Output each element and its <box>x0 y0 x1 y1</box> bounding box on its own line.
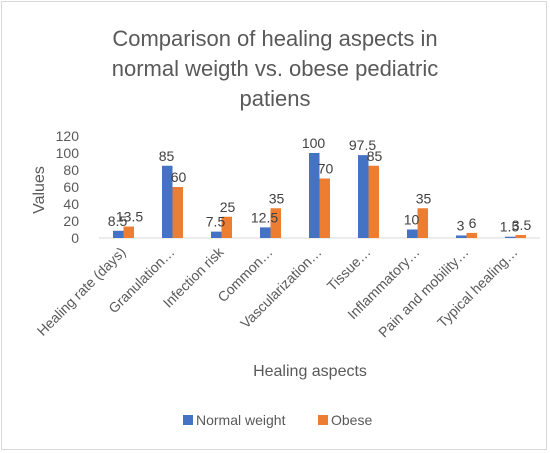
x-axis-ticks: Healing rate (days)Granulation…Infection… <box>34 243 521 340</box>
bar-obese <box>466 232 477 238</box>
data-label: 3.5 <box>512 217 532 233</box>
bar-obese <box>368 165 379 238</box>
data-label: 8.5 <box>108 213 128 229</box>
y-tick-label: 0 <box>71 230 79 246</box>
bar-normal-weight <box>407 229 418 238</box>
chart-title-line-2: normal weigth vs. obese pediatric <box>112 56 439 81</box>
y-axis-label: Values <box>31 166 48 214</box>
bars <box>113 153 526 238</box>
legend-label: Obese <box>331 412 372 428</box>
bar-normal-weight <box>162 165 173 238</box>
chart-title-line-3: patiens <box>240 86 311 111</box>
data-label: 7.5 <box>206 214 226 230</box>
legend-swatch <box>183 415 193 425</box>
chart-title-line-1: Comparison of healing aspects in <box>112 26 437 51</box>
bar-normal-weight <box>505 236 516 238</box>
y-tick-label: 20 <box>63 213 79 229</box>
data-label: 3 <box>457 217 465 233</box>
bar-obese <box>123 226 134 238</box>
bar-obese <box>515 235 526 238</box>
data-label: 85 <box>159 148 175 164</box>
chart-title: Comparison of healing aspects in normal … <box>112 26 439 111</box>
y-tick-label: 40 <box>63 196 79 212</box>
x-tick-label: Pain and mobility… <box>375 244 472 341</box>
bar-normal-weight <box>113 230 124 238</box>
bar-obese <box>319 178 330 238</box>
data-label: 60 <box>171 169 187 185</box>
legend: Normal weight Obese <box>183 412 372 428</box>
y-tick-label: 120 <box>56 128 80 144</box>
legend-swatch <box>318 415 328 425</box>
bar-obese <box>417 208 428 238</box>
data-label: 70 <box>318 161 334 177</box>
y-tick-label: 100 <box>56 145 80 161</box>
legend-label: Normal weight <box>196 412 286 428</box>
data-label: 25 <box>220 199 236 215</box>
y-tick-label: 60 <box>63 179 79 195</box>
data-label: 6 <box>469 215 477 231</box>
bar-obese <box>221 216 232 238</box>
data-label: 12.5 <box>251 209 278 225</box>
y-tick-label: 80 <box>63 162 79 178</box>
data-label: 35 <box>416 190 432 206</box>
x-tick-label: Healing rate (days) <box>34 244 129 339</box>
bar-normal-weight <box>211 231 222 238</box>
bar-obese <box>172 187 183 238</box>
bar-normal-weight <box>260 227 271 238</box>
data-label: 35 <box>269 190 285 206</box>
bar-normal-weight <box>456 235 467 238</box>
data-label: 97.5 <box>349 137 376 153</box>
x-tick-label: Tissue… <box>324 244 374 294</box>
bar-obese <box>270 208 281 238</box>
data-label: 100 <box>302 135 326 151</box>
data-label: 13.5 <box>116 209 143 225</box>
data-label: 10 <box>404 212 420 228</box>
bar-normal-weight <box>358 155 369 238</box>
bar-normal-weight <box>309 153 320 238</box>
data-label: 1.5 <box>500 219 520 235</box>
x-axis-label: Healing aspects <box>253 363 367 380</box>
data-label: 85 <box>367 148 383 164</box>
